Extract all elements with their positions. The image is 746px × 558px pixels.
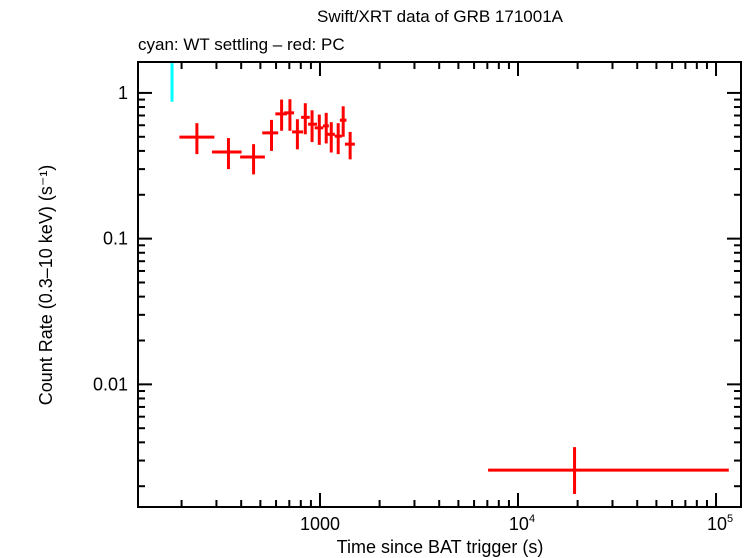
data-point: [334, 123, 342, 155]
y-tick-labels: 1 0.1 0.01: [93, 83, 128, 394]
data-point: [326, 122, 335, 153]
data-point: [322, 112, 329, 144]
y-tick-label: 1: [118, 83, 128, 103]
data-point: [292, 119, 304, 150]
x-tick-label: 1000: [300, 514, 340, 534]
data-point: [308, 110, 318, 143]
x-axis-label: Time since BAT trigger (s): [337, 537, 544, 557]
x-tick-exp: 4: [529, 513, 535, 525]
data-point: [240, 144, 265, 175]
data-point: [262, 119, 279, 151]
x-tick-base: 1000: [300, 514, 340, 534]
x-tick-labels: 1000 104 105: [300, 513, 733, 534]
axis-ticks: [138, 62, 741, 507]
y-axis-label: Count Rate (0.3–10 keV) (s⁻¹): [36, 165, 56, 406]
x-tick-base: 10: [509, 514, 529, 534]
data-points: [170, 63, 729, 494]
data-point: [488, 447, 729, 494]
data-point: [344, 131, 355, 160]
plot-frame: [137, 61, 742, 508]
data-point: [301, 103, 310, 135]
data-point: [314, 114, 324, 145]
data-point: [284, 99, 295, 131]
data-point: [212, 138, 242, 170]
data-point: [170, 63, 174, 102]
y-tick-label: 0.1: [103, 229, 128, 249]
chart-title: Swift/XRT data of GRB 171001A: [317, 7, 564, 26]
data-point: [339, 106, 347, 137]
chart-subtitle: cyan: WT settling – red: PC: [138, 35, 345, 54]
x-tick-base: 10: [707, 514, 727, 534]
x-tick-label: 104: [509, 513, 535, 534]
data-point: [275, 99, 288, 131]
y-tick-label: 0.01: [93, 374, 128, 394]
data-point: [179, 123, 215, 155]
x-tick-label: 105: [707, 513, 733, 534]
x-tick-exp: 5: [727, 513, 733, 525]
